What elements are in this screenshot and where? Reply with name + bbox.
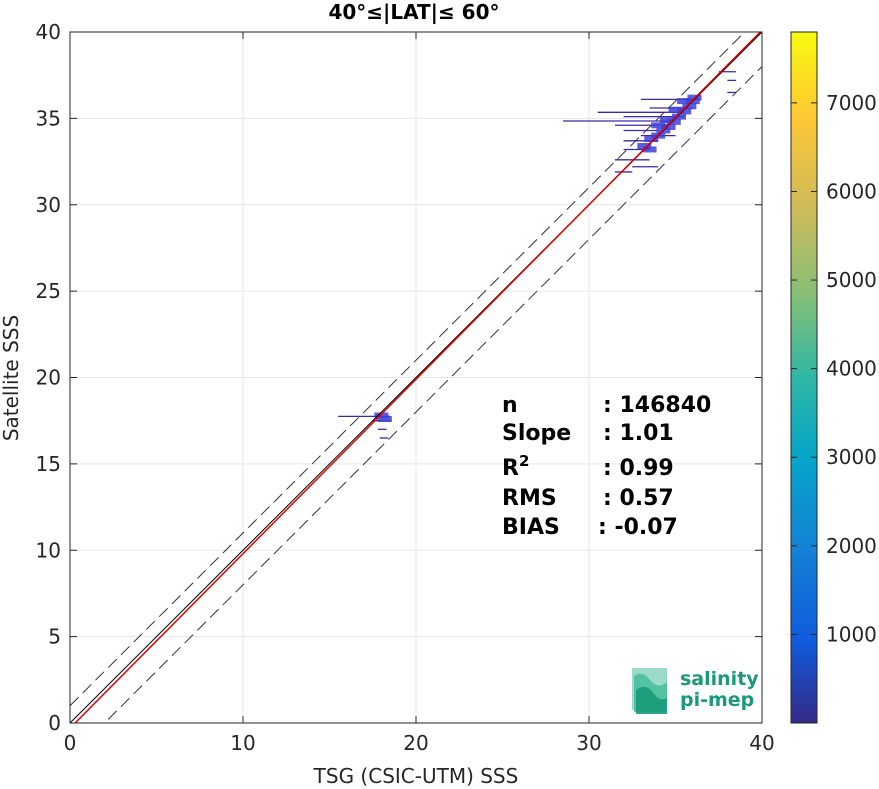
x-tick-label: 10: [230, 731, 255, 755]
colorbar-tick-label: 3000: [826, 445, 877, 469]
density-cell: [644, 136, 659, 143]
stat-value: : 0.57: [603, 486, 674, 511]
density-cell: [637, 143, 652, 150]
y-tick-label: 20: [36, 366, 61, 390]
density-cell: [682, 103, 697, 110]
colorbar-ticks: 1000 2000 3000 4000 5000 6000 7000: [791, 91, 877, 646]
plot-content: [70, 32, 762, 723]
density-cell: [671, 113, 686, 120]
density-cell: [659, 117, 674, 124]
salinity-pi-mep-logo: salinity pi-mep: [632, 668, 759, 714]
colorbar-tick-label: 6000: [826, 179, 877, 203]
density-cell: [677, 108, 692, 115]
density-cell: [374, 412, 389, 419]
density-cell: [668, 106, 683, 113]
y-tick-label: 40: [36, 20, 61, 44]
stat-value: : -0.07: [598, 515, 678, 540]
y-tick-label: 5: [48, 625, 61, 649]
y-tick-label: 15: [36, 452, 61, 476]
stat-value: : 146840: [603, 393, 711, 418]
colorbar-tick-label: 2000: [826, 534, 877, 558]
stat-value: : 0.99: [603, 456, 674, 481]
x-tick-label: 0: [64, 731, 77, 755]
y-tick-label: 35: [36, 106, 61, 130]
lower-envelope-line: [103, 66, 762, 723]
chart-title: 40°≤|LAT|≤ 60°: [328, 0, 499, 24]
y-tick-label: 30: [36, 193, 61, 217]
colorbar-tick-label: 4000: [826, 357, 877, 381]
density-cell: [651, 122, 666, 129]
x-tick-label: 20: [403, 731, 428, 755]
x-tick-label: 30: [576, 731, 601, 755]
density-cell: [642, 146, 657, 153]
x-tick-label: 40: [749, 731, 774, 755]
logo-line2: pi-mep: [680, 689, 754, 711]
density-cell: [677, 98, 692, 105]
y-tick-label: 10: [36, 538, 61, 562]
colorbar: [790, 31, 818, 724]
y-axis-label: Satellite SSS: [0, 315, 23, 441]
wave-logo-icon: [632, 668, 667, 714]
y-tick-label: 0: [48, 711, 61, 735]
stat-label: Slope: [502, 421, 571, 446]
upper-envelope-line: [70, 32, 746, 707]
density-cell: [377, 415, 392, 422]
stat-label: BIAS: [502, 515, 560, 540]
colorbar-tick-label: 5000: [826, 268, 877, 292]
density-cell: [661, 124, 676, 131]
colorbar-tick-label: 7000: [826, 91, 877, 115]
stat-label: n: [502, 393, 518, 418]
x-axis-label: TSG (CSIC-UTM) SSS: [313, 764, 519, 788]
stat-label: RMS: [502, 486, 557, 511]
y-tick-label: 25: [36, 279, 61, 303]
fit-line: [74, 32, 762, 723]
colorbar-tick-label: 1000: [826, 622, 877, 646]
logo-line1: salinity: [680, 668, 759, 690]
stat-value: : 1.01: [603, 421, 674, 446]
axis-ticks: 0 10 20 30 40 0 5 10 15 20 25 30 35 40: [36, 20, 775, 755]
